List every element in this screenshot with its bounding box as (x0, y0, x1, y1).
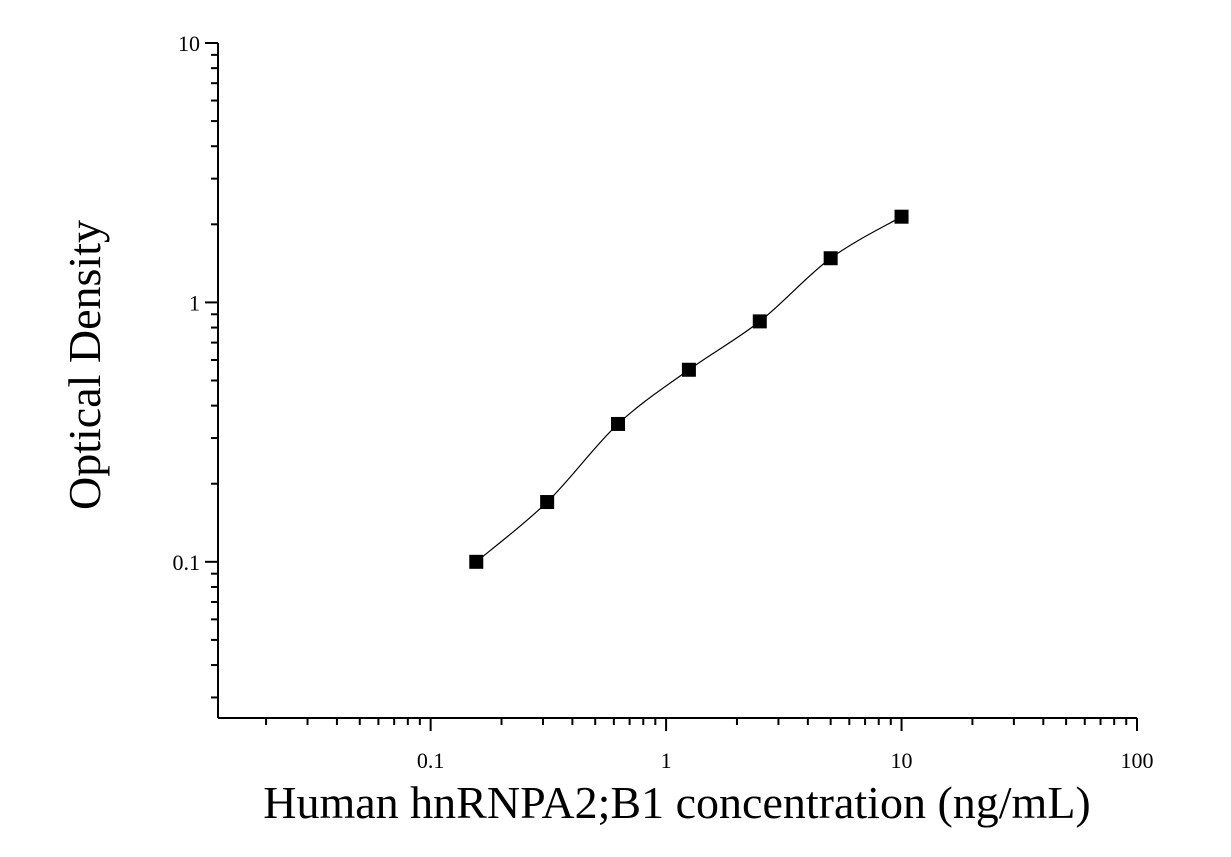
marker (681, 362, 696, 377)
x-tick-label: 1 (661, 748, 672, 773)
x-tick-label: 10 (891, 748, 913, 773)
marker (469, 554, 484, 569)
x-tick-label: 100 (1121, 748, 1154, 773)
marker (540, 495, 555, 510)
y-tick-label: 1 (189, 290, 200, 315)
marker (752, 314, 767, 329)
marker (894, 209, 909, 224)
y-tick-label: 0.1 (173, 550, 201, 575)
fit-line (475, 216, 902, 563)
y-axis-label: Optical Density (59, 220, 110, 510)
y-tick-label: 10 (178, 31, 200, 56)
x-tick-label: 0.1 (417, 748, 445, 773)
marker (611, 416, 626, 431)
x-axis-label: Human hnRNPA2;B1 concentration (ng/mL) (263, 777, 1090, 828)
marker (823, 251, 838, 266)
